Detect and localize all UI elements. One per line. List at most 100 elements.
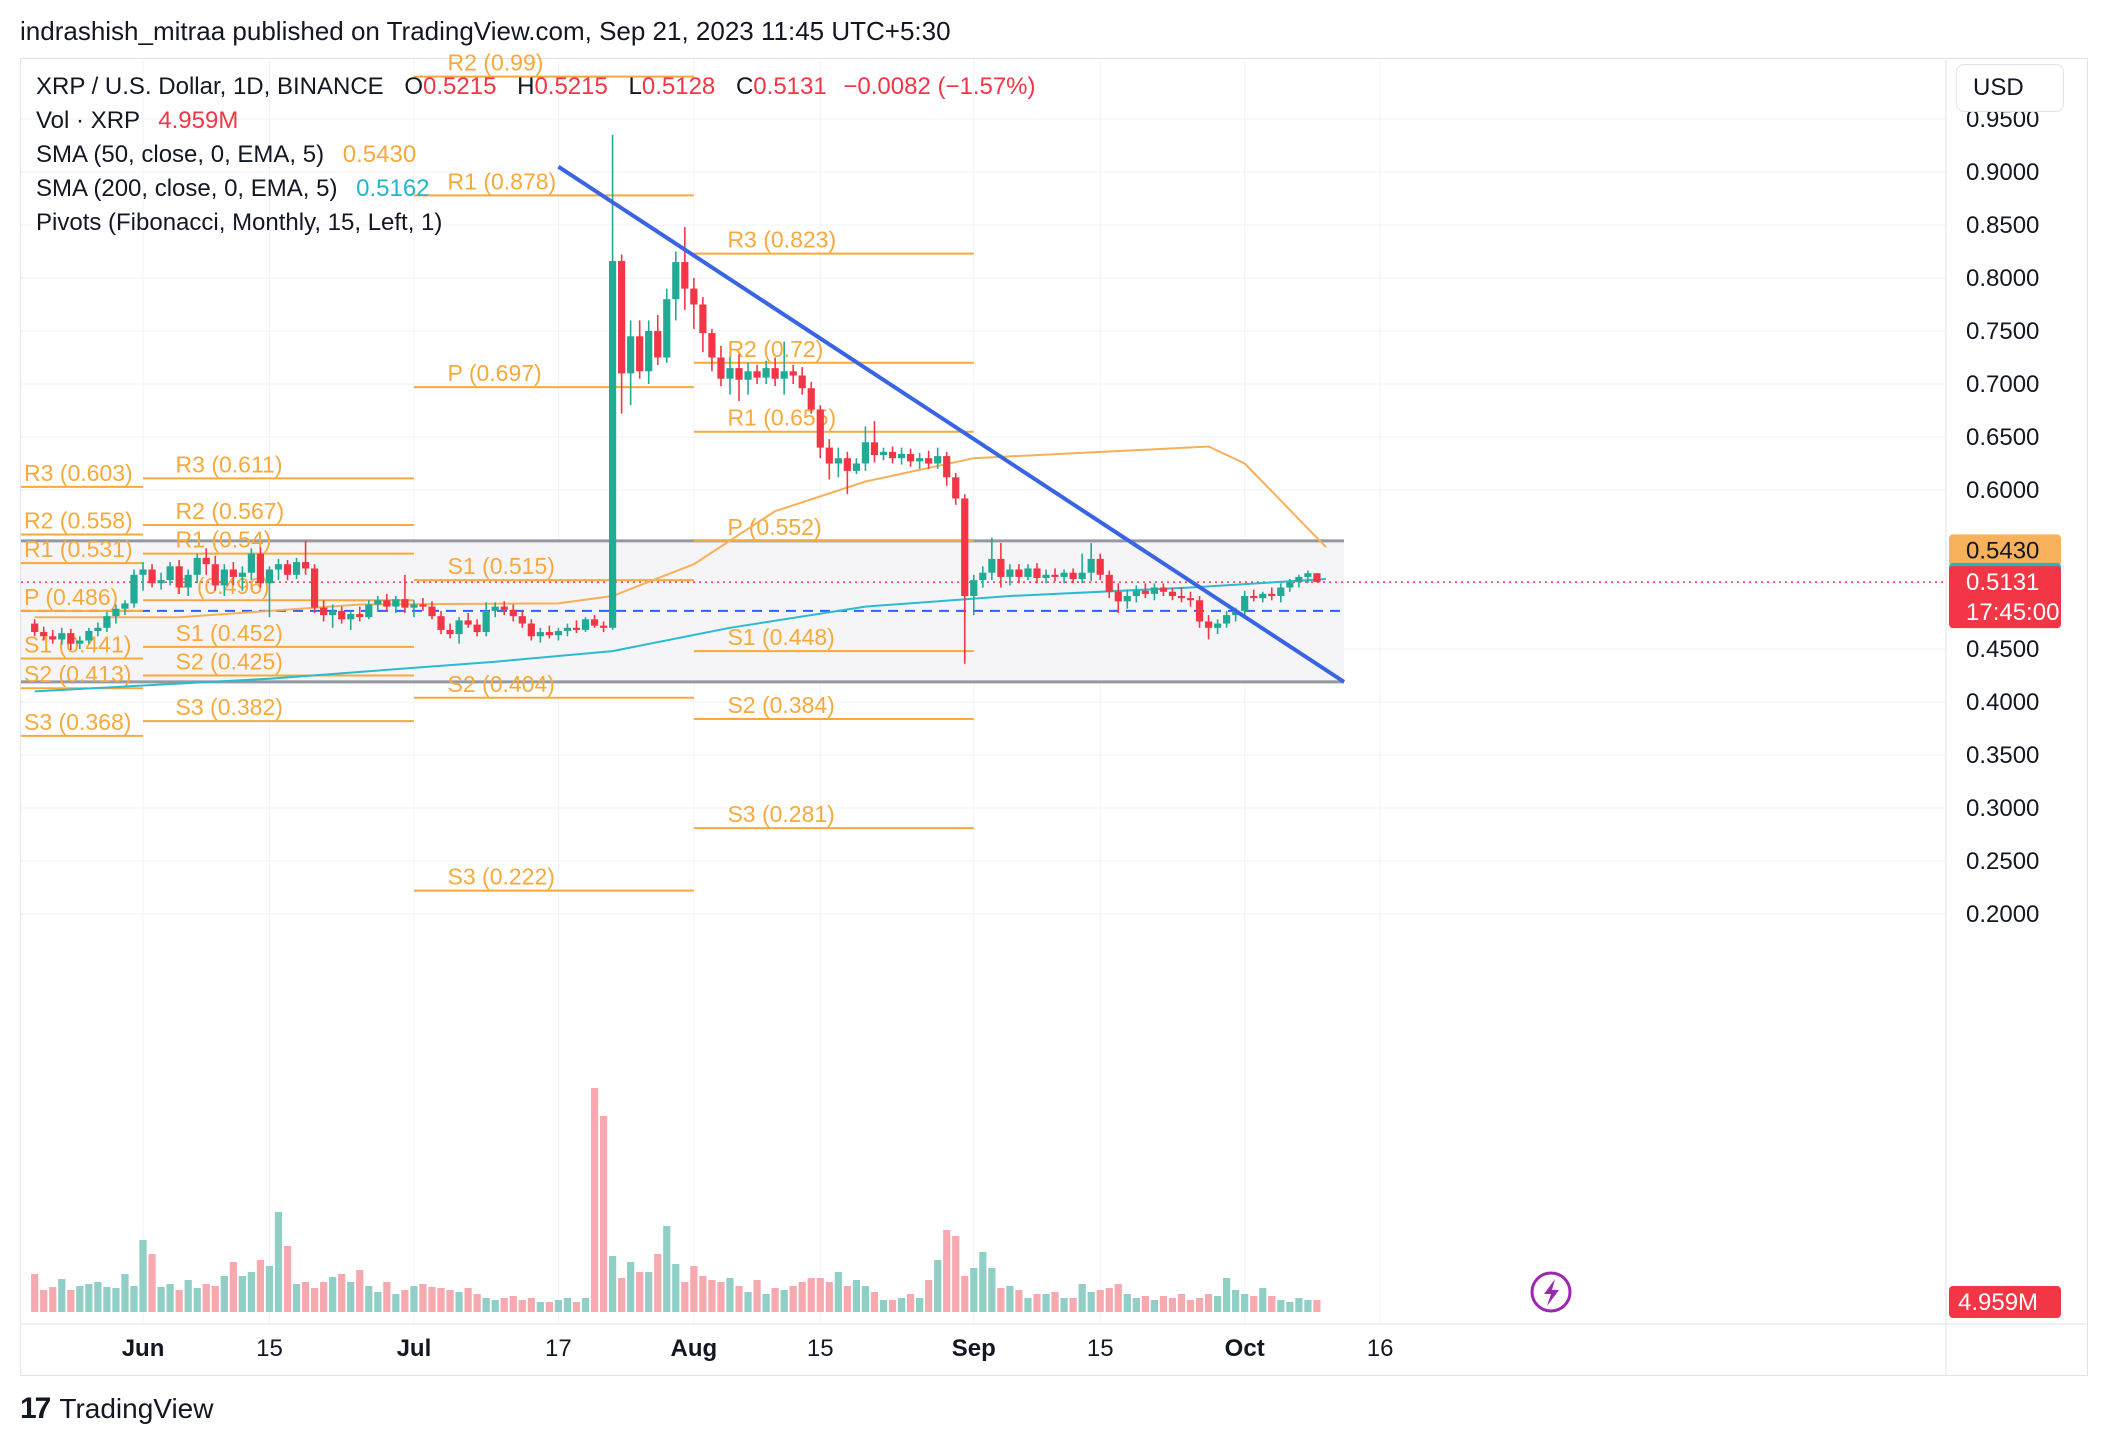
candle-body <box>157 580 165 584</box>
sma200-label[interactable]: SMA (200, close, 0, EMA, 5) <box>36 175 338 202</box>
candle <box>618 254 626 414</box>
flash-icon[interactable] <box>1530 1271 1572 1313</box>
candle-body <box>663 299 671 358</box>
close-value: 0.5131 <box>753 73 827 100</box>
candle <box>1177 587 1186 603</box>
candle-body <box>473 624 481 633</box>
volume-bar <box>121 1274 129 1312</box>
candle-body <box>1150 587 1158 594</box>
candle-body <box>274 564 283 570</box>
open-value: 0.5215 <box>423 73 497 100</box>
pivots-label[interactable]: Pivots (Fibonacci, Monthly, 15, Left, 1) <box>36 209 443 236</box>
candle-body <box>807 388 815 410</box>
candle-body <box>139 569 147 575</box>
volume-bar <box>473 1294 481 1312</box>
volume-bar <box>699 1276 707 1312</box>
volume-bar <box>1015 1290 1023 1312</box>
candle-body <box>1177 596 1186 599</box>
trendline[interactable] <box>557 165 1346 684</box>
volume-bar <box>780 1290 788 1312</box>
candle-body <box>1096 558 1104 575</box>
volume-bar <box>1087 1292 1095 1312</box>
candle <box>500 601 508 616</box>
pivot-label: P (0.697) <box>448 360 542 386</box>
candle-body <box>834 458 842 464</box>
candle-body <box>419 604 427 607</box>
volume-bar <box>1078 1284 1086 1312</box>
volume-bar <box>581 1298 590 1312</box>
candle-body <box>753 371 761 378</box>
pivot-label: R2 (0.567) <box>176 498 285 524</box>
candle <box>979 566 987 588</box>
candle <box>31 619 39 637</box>
candle <box>816 405 824 459</box>
candle-body <box>988 558 996 573</box>
volume-bar <box>870 1292 879 1312</box>
candle <box>1313 573 1321 583</box>
volume-bar <box>31 1274 39 1312</box>
volume-bar <box>518 1300 526 1312</box>
volume-bar <box>708 1280 716 1312</box>
candle-body <box>292 562 301 575</box>
candle <box>1150 583 1158 601</box>
candle-body <box>672 262 680 300</box>
candle <box>1295 574 1303 588</box>
volume-bar <box>509 1296 517 1312</box>
volume-bar <box>410 1286 418 1312</box>
candle-body <box>464 620 472 625</box>
volume-bar <box>1141 1296 1149 1312</box>
volume-bar <box>247 1272 255 1312</box>
candle-body <box>202 557 210 565</box>
candle <box>311 564 319 613</box>
candle <box>392 596 400 613</box>
candle-body <box>780 371 788 379</box>
sma50-label[interactable]: SMA (50, close, 0, EMA, 5) <box>36 141 325 168</box>
candle-body <box>347 614 355 620</box>
candle <box>690 278 698 329</box>
volume-bar <box>943 1230 951 1312</box>
volume-bar <box>536 1302 544 1312</box>
time-axis[interactable]: Jun 15 Jul 17 Aug 15 Sep 15 Oct 16 <box>122 1335 1394 1362</box>
candle <box>1241 590 1249 616</box>
candle-body <box>1015 569 1023 577</box>
price-tick: 0.7500 <box>1966 318 2039 345</box>
volume-bar <box>645 1272 653 1312</box>
candle-body <box>1033 568 1041 578</box>
symbol-title[interactable]: XRP / U.S. Dollar, 1D, BINANCE <box>36 73 384 100</box>
volume-bar <box>789 1286 797 1312</box>
volume-bar <box>627 1262 635 1312</box>
volume-bar <box>608 1256 617 1312</box>
volume-bar <box>1304 1300 1312 1312</box>
volume-bar <box>85 1284 93 1312</box>
candle <box>103 611 111 633</box>
pivot-label: S1 (0.448) <box>727 624 834 650</box>
candle <box>329 604 337 628</box>
candle <box>365 600 373 620</box>
low-label: L <box>628 73 642 100</box>
candle-body <box>970 580 978 596</box>
candle <box>1168 587 1177 601</box>
currency-button[interactable]: USD <box>1956 64 2064 112</box>
price-tick: 0.7000 <box>1966 371 2039 398</box>
grid-lines <box>21 60 2086 1376</box>
volume-label[interactable]: Vol · XRP <box>36 107 140 134</box>
volume-bar <box>690 1266 698 1312</box>
sma200-line <box>34 578 1327 693</box>
candle-body <box>256 553 265 584</box>
candle <box>157 572 165 590</box>
candle <box>663 288 671 363</box>
candle <box>1006 564 1014 586</box>
price-axis[interactable]: 0.95000.90000.85000.80000.75000.70000.65… <box>1966 106 2039 928</box>
pivot-label: R1 (0.54) <box>176 527 272 553</box>
volume-bar <box>301 1282 310 1312</box>
candle <box>338 606 346 624</box>
range-box-fill <box>21 540 1345 682</box>
close-label: C <box>735 73 754 100</box>
candle <box>1015 564 1023 584</box>
volume-bar <box>590 1088 599 1312</box>
tradingview-logo[interactable]: 17 TradingView <box>20 1392 213 1426</box>
candle <box>925 450 933 469</box>
candle-body <box>166 566 174 581</box>
volume-bar <box>861 1286 870 1312</box>
